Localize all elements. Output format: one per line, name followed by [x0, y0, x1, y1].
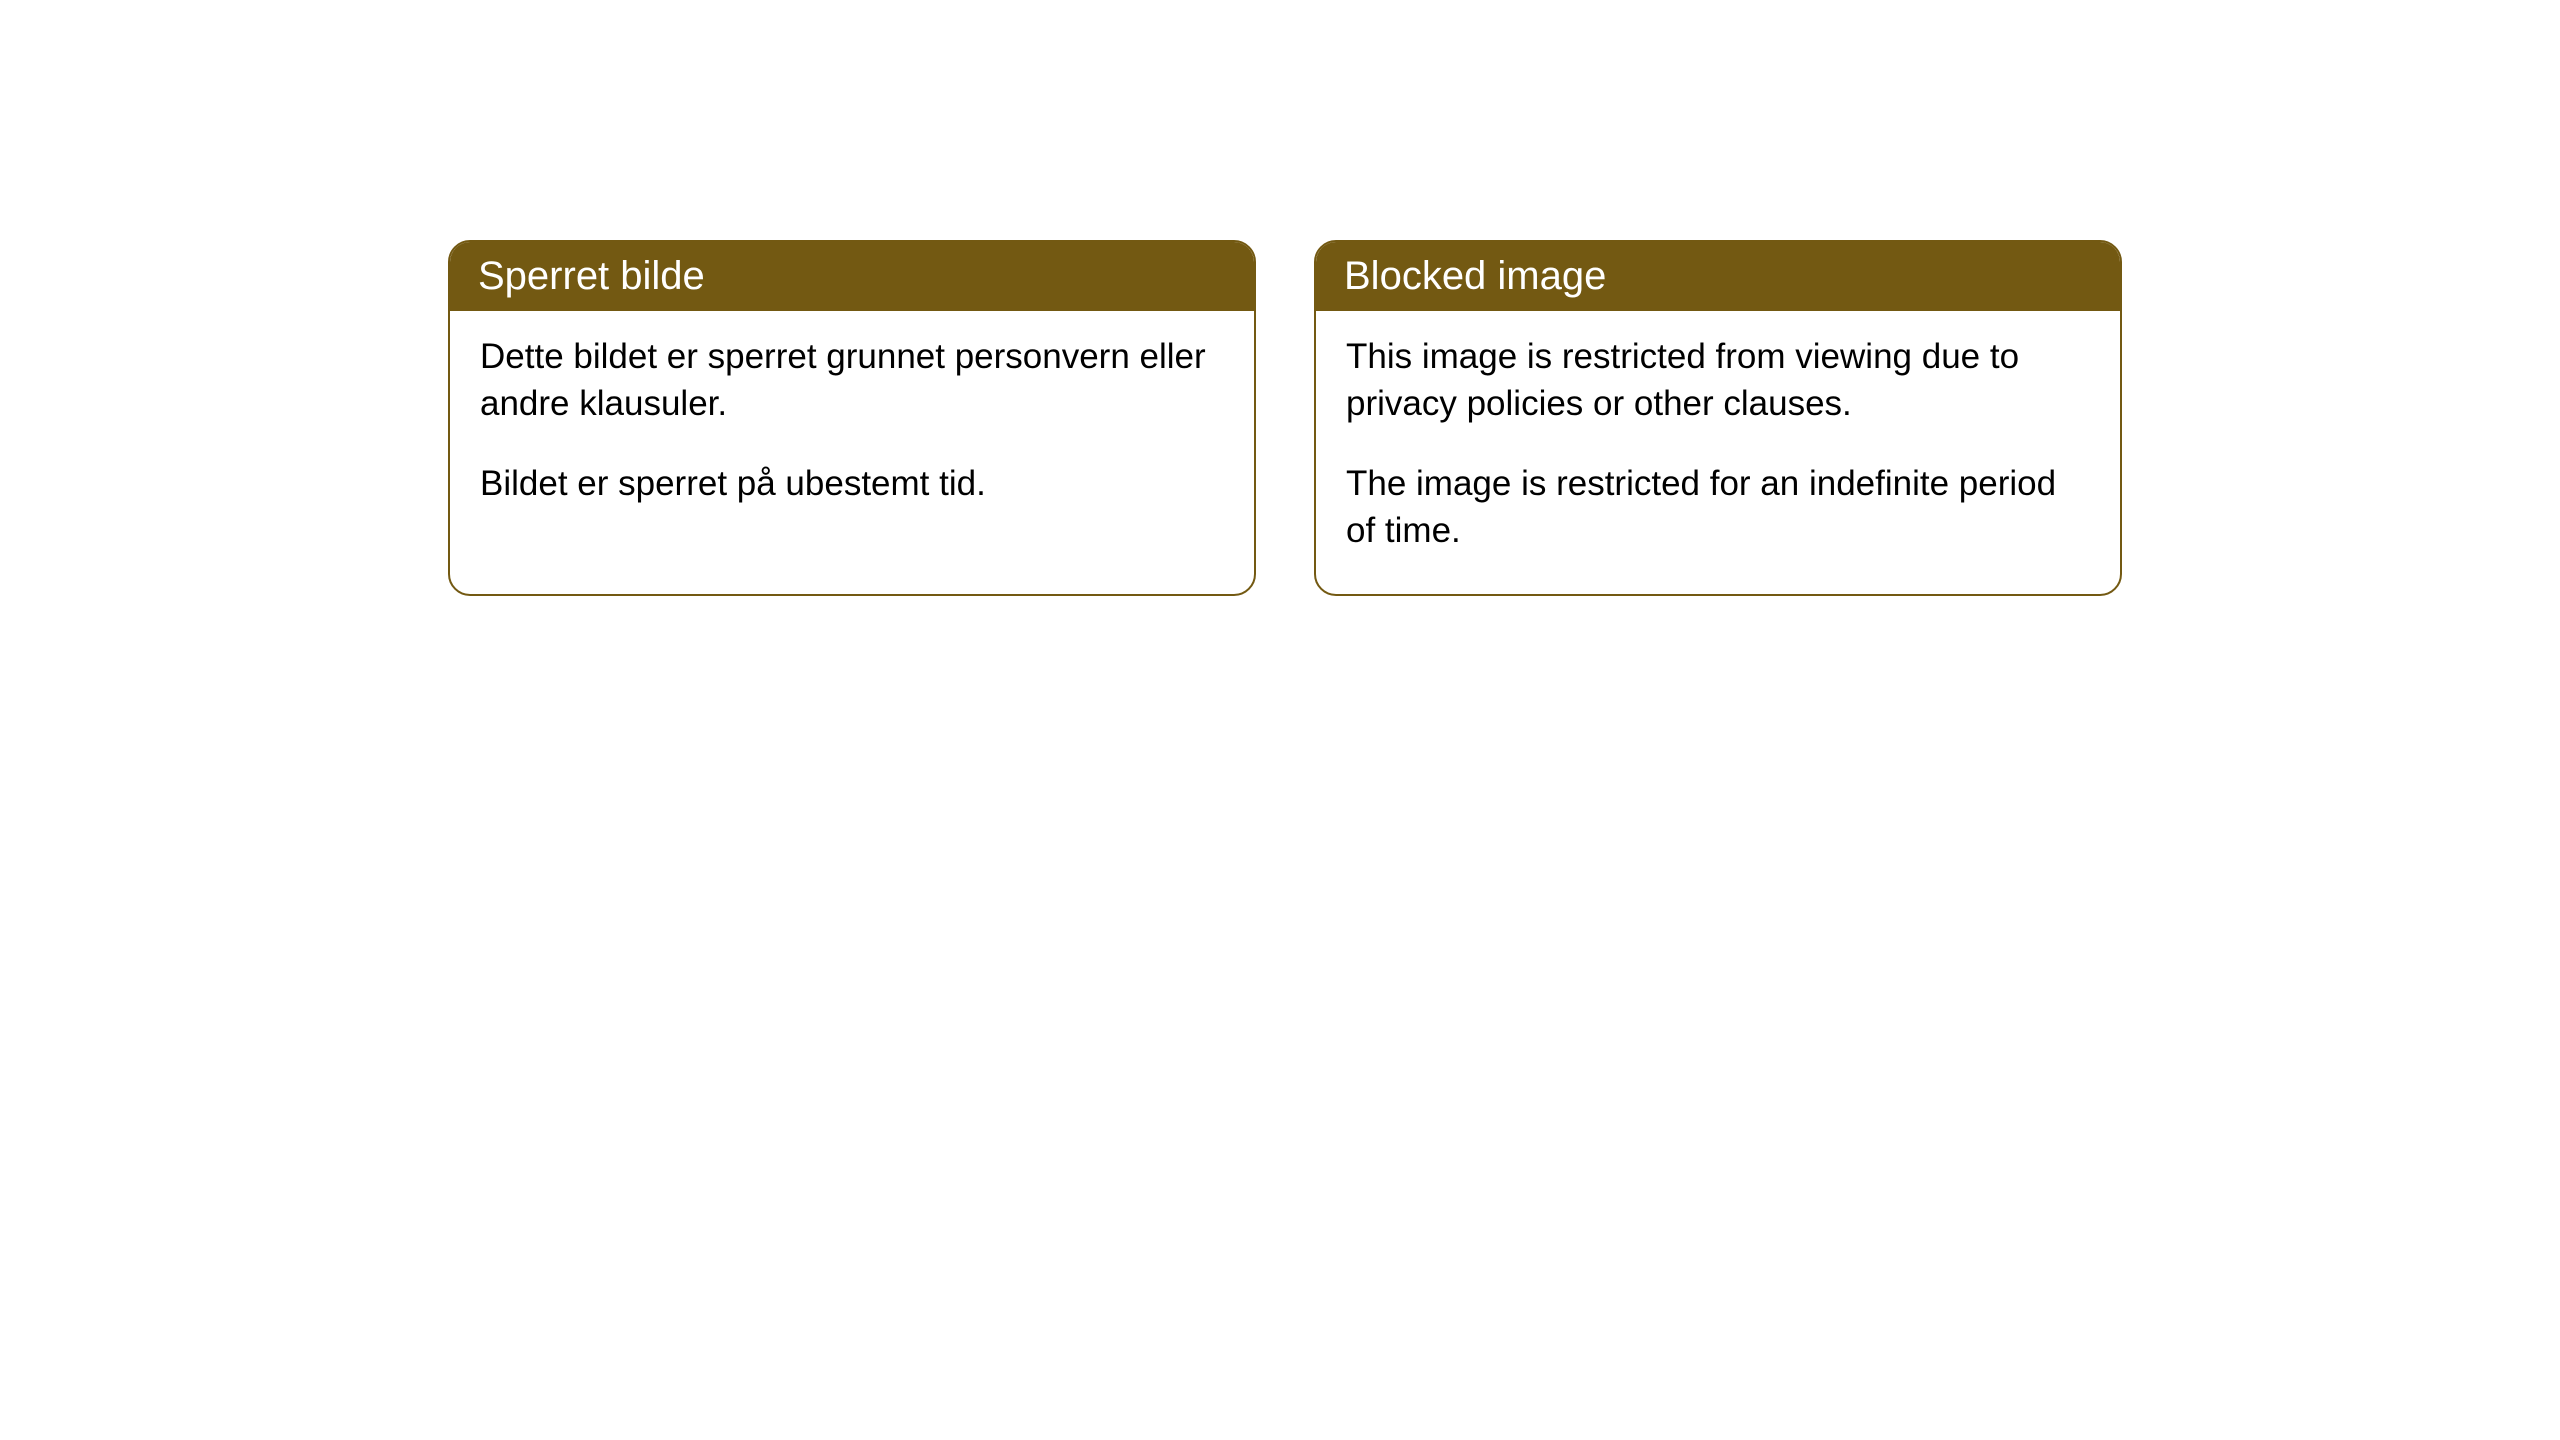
card-header: Blocked image	[1316, 242, 2120, 311]
card-paragraph-2: Bildet er sperret på ubestemt tid.	[480, 460, 1224, 507]
card-body: Dette bildet er sperret grunnet personve…	[450, 311, 1254, 547]
card-body: This image is restricted from viewing du…	[1316, 311, 2120, 594]
card-paragraph-2: The image is restricted for an indefinit…	[1346, 460, 2090, 555]
blocked-image-card-english: Blocked image This image is restricted f…	[1314, 240, 2122, 596]
blocked-image-card-norwegian: Sperret bilde Dette bildet er sperret gr…	[448, 240, 1256, 596]
card-paragraph-1: This image is restricted from viewing du…	[1346, 333, 2090, 428]
card-paragraph-1: Dette bildet er sperret grunnet personve…	[480, 333, 1224, 428]
cards-container: Sperret bilde Dette bildet er sperret gr…	[448, 240, 2560, 596]
card-header: Sperret bilde	[450, 242, 1254, 311]
